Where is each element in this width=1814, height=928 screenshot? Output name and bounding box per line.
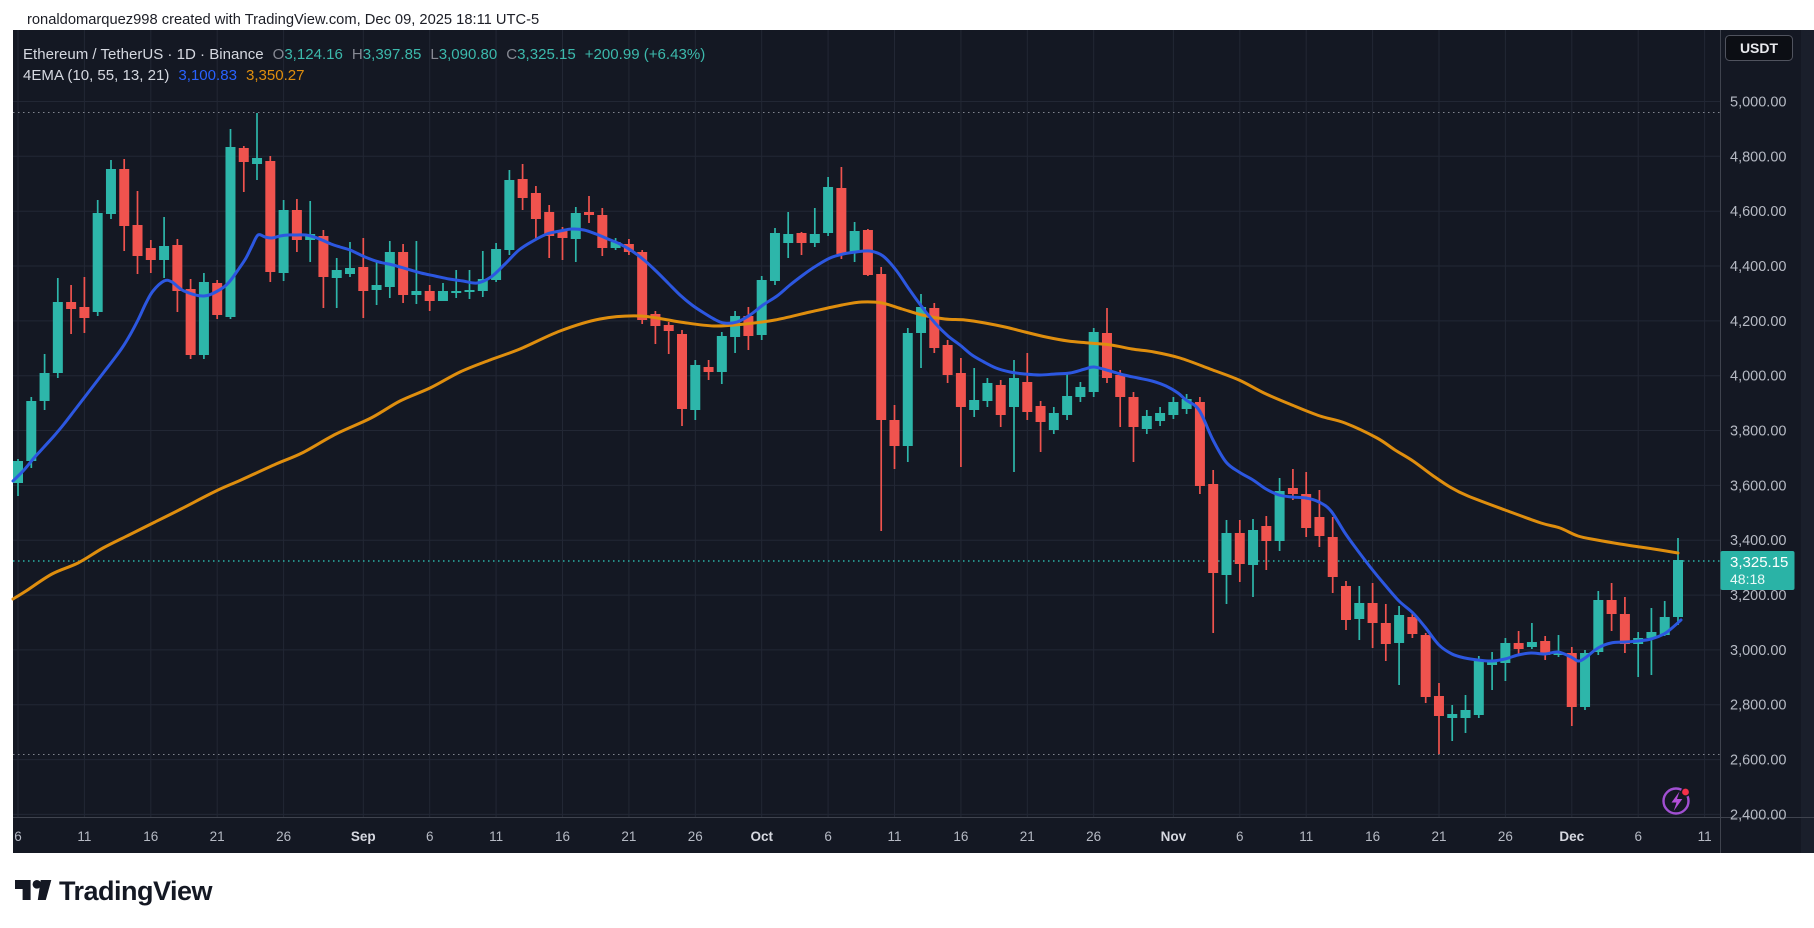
svg-text:Dec: Dec <box>1559 829 1584 844</box>
svg-text:3,800.00: 3,800.00 <box>1730 424 1786 440</box>
svg-text:26: 26 <box>688 829 703 844</box>
svg-text:6: 6 <box>824 829 832 844</box>
svg-text:3,600.00: 3,600.00 <box>1730 478 1786 494</box>
svg-text:4,200.00: 4,200.00 <box>1730 314 1786 330</box>
svg-text:6: 6 <box>1236 829 1244 844</box>
svg-text:26: 26 <box>276 829 291 844</box>
svg-text:6: 6 <box>14 829 22 844</box>
svg-text:4,600.00: 4,600.00 <box>1730 204 1786 220</box>
svg-text:USDT: USDT <box>1740 40 1779 56</box>
svg-text:3,400.00: 3,400.00 <box>1730 533 1786 549</box>
svg-text:TradingView: TradingView <box>59 876 214 906</box>
svg-text:11: 11 <box>77 829 91 844</box>
svg-text:11: 11 <box>489 829 503 844</box>
svg-text:3,325.15: 3,325.15 <box>1730 554 1788 571</box>
svg-text:Sep: Sep <box>351 829 376 844</box>
svg-text:3,200.00: 3,200.00 <box>1730 588 1786 604</box>
svg-text:21: 21 <box>1020 829 1035 844</box>
svg-text:48:18: 48:18 <box>1730 571 1765 587</box>
svg-text:Nov: Nov <box>1161 829 1187 844</box>
svg-text:6: 6 <box>426 829 434 844</box>
svg-text:4,400.00: 4,400.00 <box>1730 259 1786 275</box>
svg-text:11: 11 <box>1698 829 1712 844</box>
svg-text:6: 6 <box>1634 829 1642 844</box>
svg-text:16: 16 <box>1365 829 1380 844</box>
svg-text:21: 21 <box>1431 829 1446 844</box>
svg-text:3,000.00: 3,000.00 <box>1730 643 1786 659</box>
svg-text:21: 21 <box>621 829 636 844</box>
svg-text:Oct: Oct <box>750 829 773 844</box>
svg-text:ronaldomarquez998 created with: ronaldomarquez998 created with TradingVi… <box>27 12 539 28</box>
svg-text:5,000.00: 5,000.00 <box>1730 95 1786 111</box>
svg-text:Ethereum / TetherUS · 1D · Bin: Ethereum / TetherUS · 1D · Binance O3,124… <box>23 46 705 63</box>
svg-text:11: 11 <box>1299 829 1313 844</box>
svg-text:16: 16 <box>555 829 570 844</box>
svg-text:16: 16 <box>143 829 158 844</box>
svg-text:4EMA (10, 55, 13, 21)3,100.833: 4EMA (10, 55, 13, 21) 3,100.83 3,350.27 <box>23 67 305 84</box>
svg-text:4,000.00: 4,000.00 <box>1730 369 1786 385</box>
svg-text:11: 11 <box>887 829 901 844</box>
svg-text:26: 26 <box>1498 829 1513 844</box>
svg-text:2,600.00: 2,600.00 <box>1730 753 1786 769</box>
svg-text:21: 21 <box>210 829 225 844</box>
svg-text:2,400.00: 2,400.00 <box>1730 807 1786 823</box>
svg-text:26: 26 <box>1086 829 1101 844</box>
svg-text:4,800.00: 4,800.00 <box>1730 149 1786 165</box>
svg-text:16: 16 <box>953 829 968 844</box>
svg-text:2,800.00: 2,800.00 <box>1730 698 1786 714</box>
